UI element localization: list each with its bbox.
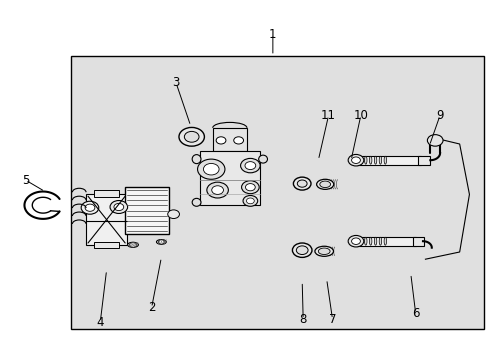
Ellipse shape — [127, 242, 138, 247]
Text: 1: 1 — [268, 28, 276, 41]
Circle shape — [85, 204, 95, 211]
Circle shape — [427, 135, 442, 146]
Bar — [212, 128, 246, 151]
Circle shape — [158, 240, 164, 244]
Ellipse shape — [364, 156, 366, 164]
Circle shape — [240, 158, 260, 173]
Ellipse shape — [384, 237, 386, 245]
Circle shape — [293, 177, 310, 190]
Circle shape — [81, 201, 99, 214]
Circle shape — [179, 127, 204, 146]
Circle shape — [246, 198, 254, 204]
Ellipse shape — [379, 237, 381, 245]
Text: 10: 10 — [353, 109, 367, 122]
Circle shape — [216, 137, 225, 144]
Bar — [417, 156, 429, 165]
Circle shape — [351, 238, 360, 244]
Circle shape — [203, 163, 219, 175]
Circle shape — [245, 184, 255, 191]
Text: 6: 6 — [411, 307, 419, 320]
Text: 4: 4 — [96, 316, 104, 329]
Ellipse shape — [364, 237, 366, 245]
Ellipse shape — [314, 246, 333, 256]
Ellipse shape — [359, 237, 361, 245]
Ellipse shape — [192, 198, 201, 206]
Circle shape — [244, 162, 255, 170]
Bar — [124, 187, 168, 234]
Text: 8: 8 — [299, 313, 306, 326]
Circle shape — [233, 137, 243, 144]
Text: 11: 11 — [321, 109, 335, 122]
Circle shape — [292, 243, 311, 257]
Circle shape — [110, 201, 127, 213]
Ellipse shape — [369, 237, 371, 245]
Ellipse shape — [384, 156, 386, 164]
Text: 5: 5 — [21, 174, 29, 186]
Circle shape — [243, 195, 257, 206]
Ellipse shape — [359, 156, 361, 164]
Ellipse shape — [318, 248, 329, 255]
Ellipse shape — [316, 179, 333, 189]
Circle shape — [184, 131, 199, 142]
Bar — [71, 56, 483, 329]
Circle shape — [114, 203, 123, 211]
Ellipse shape — [374, 156, 376, 164]
Ellipse shape — [192, 155, 201, 163]
Circle shape — [347, 154, 363, 166]
Circle shape — [129, 242, 136, 247]
Bar — [86, 194, 127, 245]
Text: 2: 2 — [147, 301, 155, 314]
Circle shape — [351, 157, 360, 163]
Bar — [94, 242, 119, 248]
Ellipse shape — [369, 156, 371, 164]
Circle shape — [197, 159, 224, 179]
Ellipse shape — [374, 237, 376, 245]
Bar — [356, 237, 415, 246]
Circle shape — [297, 180, 306, 187]
Circle shape — [241, 181, 259, 194]
Bar — [356, 156, 420, 165]
Ellipse shape — [258, 155, 267, 163]
Text: 9: 9 — [435, 109, 443, 122]
Circle shape — [206, 182, 228, 198]
Text: 3: 3 — [172, 76, 180, 89]
Circle shape — [347, 235, 363, 247]
Circle shape — [167, 210, 179, 219]
Bar — [412, 237, 423, 246]
Circle shape — [296, 246, 307, 255]
Ellipse shape — [379, 156, 381, 164]
Circle shape — [211, 186, 223, 194]
Ellipse shape — [319, 181, 330, 188]
Bar — [199, 151, 260, 205]
Bar — [94, 190, 119, 197]
Text: 7: 7 — [328, 313, 336, 326]
Ellipse shape — [156, 240, 166, 244]
